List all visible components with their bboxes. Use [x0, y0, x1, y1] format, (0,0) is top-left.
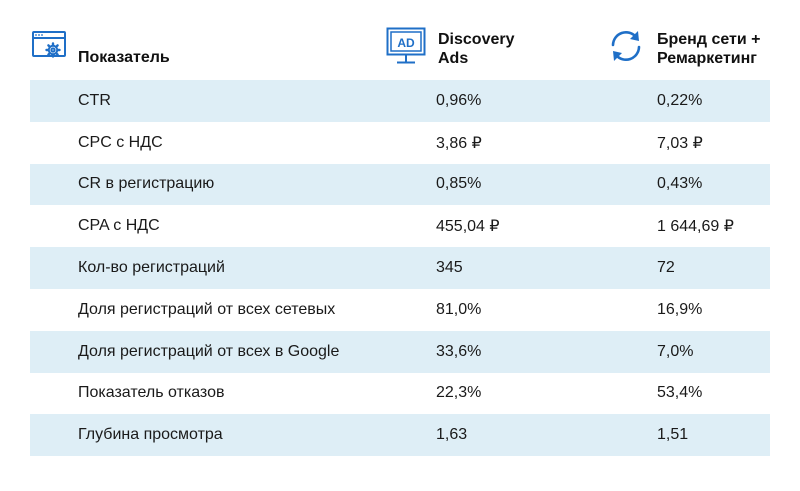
header-discovery-line1: Discovery	[438, 30, 515, 48]
table-row: Доля регистраций от всех в Google 33,6% …	[30, 330, 770, 373]
header-brand-remarketing: Бренд сети + Ремаркетинг	[607, 27, 760, 70]
table-row: Глубина просмотра 1,63 1,51	[30, 414, 770, 457]
metric-label: Доля регистраций от всех сетевых	[78, 300, 336, 318]
metric-label: CTR	[78, 91, 111, 109]
header-discovery-ads: AD Discovery Ads	[386, 27, 515, 70]
brand-value: 7,03 ₽	[657, 134, 703, 152]
header-brand-label: Бренд сети + Ремаркетинг	[657, 30, 760, 68]
brand-value: 53,4%	[657, 384, 703, 402]
metric-label: Глубина просмотра	[78, 426, 223, 444]
discovery-value: 22,3%	[436, 384, 482, 402]
metric-label: CPC с НДС	[78, 133, 163, 151]
refresh-arrows-icon	[607, 27, 645, 70]
table-row: CR в регистрацию 0,85% 0,43%	[30, 163, 770, 206]
table-row: CPA с НДС 455,04 ₽ 1 644,69 ₽	[30, 205, 770, 247]
table-row: Доля регистраций от всех сетевых 81,0% 1…	[30, 289, 770, 331]
brand-value: 16,9%	[657, 300, 703, 318]
metric-label: Кол-во регистраций	[78, 259, 225, 277]
table-header: Показатель AD Discovery Ads	[0, 0, 800, 78]
metric-label: CR в регистрацию	[78, 175, 215, 193]
discovery-value: 345	[436, 259, 463, 277]
brand-value: 72	[657, 259, 675, 277]
table-row: CTR 0,96% 0,22%	[30, 80, 770, 122]
metric-label: Показатель отказов	[78, 384, 225, 402]
discovery-value: 455,04 ₽	[436, 218, 500, 236]
discovery-value: 33,6%	[436, 342, 482, 360]
discovery-value: 1,63	[436, 426, 468, 444]
brand-value: 1,51	[657, 426, 689, 444]
brand-value: 7,0%	[657, 342, 694, 360]
browser-gear-icon	[32, 31, 66, 66]
header-discovery-label: Discovery Ads	[438, 30, 515, 68]
brand-value: 0,22%	[657, 91, 703, 109]
header-metric: Показатель	[32, 30, 170, 67]
ad-billboard-icon: AD	[386, 27, 426, 70]
discovery-value: 81,0%	[436, 300, 482, 318]
header-brand-line1: Бренд сети +	[657, 30, 761, 48]
metric-label: Доля регистраций от всех в Google	[78, 342, 340, 360]
brand-value: 1 644,69 ₽	[657, 218, 734, 236]
metrics-table: CTR 0,96% 0,22% CPC с НДС 3,86 ₽ 7,03 ₽ …	[30, 80, 770, 457]
metric-label: CPA с НДС	[78, 217, 160, 235]
table-row: Кол-во регистраций 345 72	[30, 247, 770, 289]
discovery-value: 3,86 ₽	[436, 134, 482, 152]
header-metric-label: Показатель	[78, 49, 170, 66]
table-row: CPC с НДС 3,86 ₽ 7,03 ₽	[30, 122, 770, 164]
table-row: Показатель отказов 22,3% 53,4%	[30, 373, 770, 415]
discovery-value: 0,85%	[436, 175, 482, 193]
ad-billboard-icon-text: AD	[397, 36, 415, 50]
header-discovery-line2: Ads	[438, 49, 469, 67]
header-brand-line2: Ремаркетинг	[657, 49, 757, 67]
discovery-value: 0,96%	[436, 91, 482, 109]
brand-value: 0,43%	[657, 175, 703, 193]
